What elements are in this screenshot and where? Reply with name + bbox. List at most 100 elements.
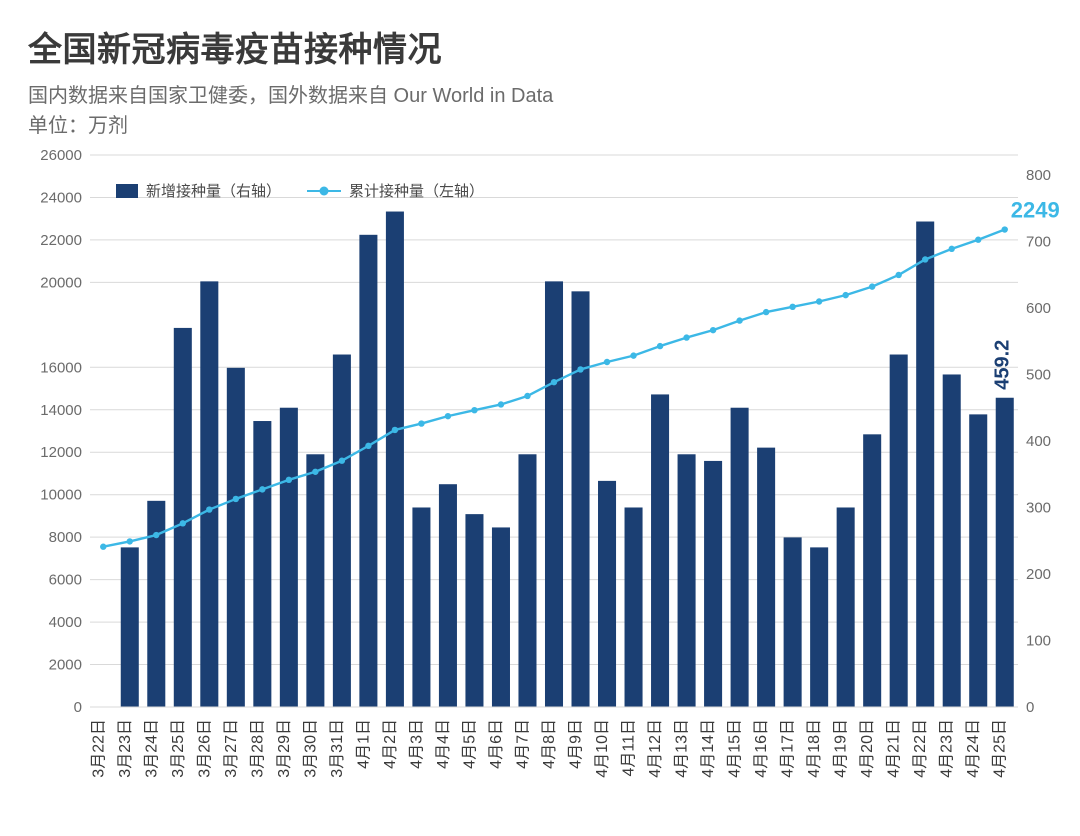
trend-marker bbox=[869, 283, 875, 289]
x-tick-label: 4月7日 bbox=[514, 719, 531, 769]
trend-marker bbox=[577, 366, 583, 372]
trend-marker bbox=[949, 246, 955, 252]
x-tick-label: 4月21日 bbox=[886, 719, 903, 778]
y-left-tick: 26000 bbox=[40, 147, 82, 164]
bar bbox=[625, 507, 643, 707]
trend-marker bbox=[445, 413, 451, 419]
trend-marker bbox=[286, 477, 292, 483]
x-tick-label: 4月16日 bbox=[753, 719, 770, 778]
y-left-tick: 16000 bbox=[40, 359, 82, 376]
y-right-tick: 700 bbox=[1026, 233, 1051, 250]
bar bbox=[996, 398, 1014, 707]
x-tick-label: 4月3日 bbox=[408, 719, 425, 769]
trend-marker bbox=[524, 393, 530, 399]
bar bbox=[412, 507, 430, 707]
bar bbox=[784, 537, 802, 707]
x-tick-label: 4月18日 bbox=[806, 719, 823, 778]
bar bbox=[465, 514, 483, 707]
bar bbox=[916, 222, 934, 707]
y-right-tick: 100 bbox=[1026, 632, 1051, 649]
trend-marker bbox=[895, 272, 901, 278]
legend-bar-label: 新增接种量（右轴） bbox=[146, 180, 281, 201]
trend-marker bbox=[630, 352, 636, 358]
trend-marker bbox=[259, 486, 265, 492]
x-tick-label: 4月22日 bbox=[912, 719, 929, 778]
trend-marker bbox=[975, 237, 981, 243]
legend-item-line: 累计接种量（左轴） bbox=[307, 180, 484, 201]
bar bbox=[333, 355, 351, 707]
x-tick-label: 4月6日 bbox=[488, 719, 505, 769]
x-tick-label: 3月28日 bbox=[249, 719, 266, 778]
x-tick-label: 3月22日 bbox=[90, 719, 107, 778]
x-tick-label: 3月23日 bbox=[117, 719, 134, 778]
callout-bar-value: 459.2 bbox=[992, 340, 1014, 390]
bar bbox=[810, 547, 828, 707]
x-tick-label: 3月30日 bbox=[302, 719, 319, 778]
bar bbox=[253, 421, 271, 707]
y-left-tick: 6000 bbox=[49, 572, 82, 589]
trend-marker bbox=[683, 334, 689, 340]
y-left-tick: 8000 bbox=[49, 529, 82, 546]
x-tick-label: 4月9日 bbox=[568, 719, 585, 769]
bar bbox=[545, 281, 563, 707]
trend-marker bbox=[365, 443, 371, 449]
trend-marker bbox=[922, 256, 928, 262]
trend-marker bbox=[339, 458, 345, 464]
x-tick-label: 4月25日 bbox=[992, 719, 1009, 778]
trend-marker bbox=[100, 544, 106, 550]
x-tick-label: 3月27日 bbox=[223, 719, 240, 778]
x-tick-label: 4月8日 bbox=[541, 719, 558, 769]
callout-line-value: 22490.1 bbox=[1011, 198, 1060, 223]
trend-marker bbox=[127, 538, 133, 544]
trend-marker bbox=[789, 304, 795, 310]
y-left-tick: 12000 bbox=[40, 444, 82, 461]
x-tick-label: 4月5日 bbox=[461, 719, 478, 769]
trend-marker bbox=[392, 427, 398, 433]
trend-marker bbox=[657, 343, 663, 349]
bar bbox=[651, 394, 669, 707]
legend-line-label: 累计接种量（左轴） bbox=[349, 180, 484, 201]
bar bbox=[386, 212, 404, 707]
trend-marker bbox=[1002, 226, 1008, 232]
x-tick-label: 4月2日 bbox=[382, 719, 399, 769]
bar bbox=[280, 408, 298, 707]
y-left-tick: 14000 bbox=[40, 402, 82, 419]
bar bbox=[678, 454, 696, 707]
trend-marker bbox=[312, 469, 318, 475]
bar-swatch-icon bbox=[116, 184, 138, 198]
x-tick-label: 4月19日 bbox=[833, 719, 850, 778]
bar bbox=[306, 454, 324, 707]
bar bbox=[890, 355, 908, 707]
bar bbox=[757, 448, 775, 707]
line-swatch-icon bbox=[307, 190, 341, 192]
page-subtitle: 国内数据来自国家卫健委，国外数据来自 Our World in Data 单位：… bbox=[28, 81, 1060, 141]
x-tick-label: 3月29日 bbox=[276, 719, 293, 778]
bar bbox=[943, 374, 961, 707]
y-left-tick: 22000 bbox=[40, 232, 82, 249]
x-tick-label: 4月10日 bbox=[594, 719, 611, 778]
y-left-tick: 0 bbox=[74, 699, 82, 716]
bar bbox=[863, 434, 881, 707]
x-tick-label: 4月14日 bbox=[700, 719, 717, 778]
trend-marker bbox=[233, 496, 239, 502]
y-left-tick: 2000 bbox=[49, 657, 82, 674]
legend-item-bar: 新增接种量（右轴） bbox=[116, 180, 281, 201]
bar bbox=[439, 484, 457, 707]
bar bbox=[837, 507, 855, 707]
bar bbox=[598, 481, 616, 707]
bar bbox=[121, 547, 139, 707]
y-right-tick: 500 bbox=[1026, 366, 1051, 383]
y-right-tick: 800 bbox=[1026, 167, 1051, 184]
y-left-tick: 20000 bbox=[40, 274, 82, 291]
y-left-tick: 10000 bbox=[40, 487, 82, 504]
x-tick-label: 3月31日 bbox=[329, 719, 346, 778]
y-left-tick: 4000 bbox=[49, 614, 82, 631]
trend-marker bbox=[153, 532, 159, 538]
x-tick-label: 4月20日 bbox=[859, 719, 876, 778]
trend-marker bbox=[710, 327, 716, 333]
bar bbox=[704, 461, 722, 707]
trend-marker bbox=[816, 298, 822, 304]
x-tick-label: 4月17日 bbox=[780, 719, 797, 778]
y-right-tick: 200 bbox=[1026, 566, 1051, 583]
trend-marker bbox=[736, 317, 742, 323]
